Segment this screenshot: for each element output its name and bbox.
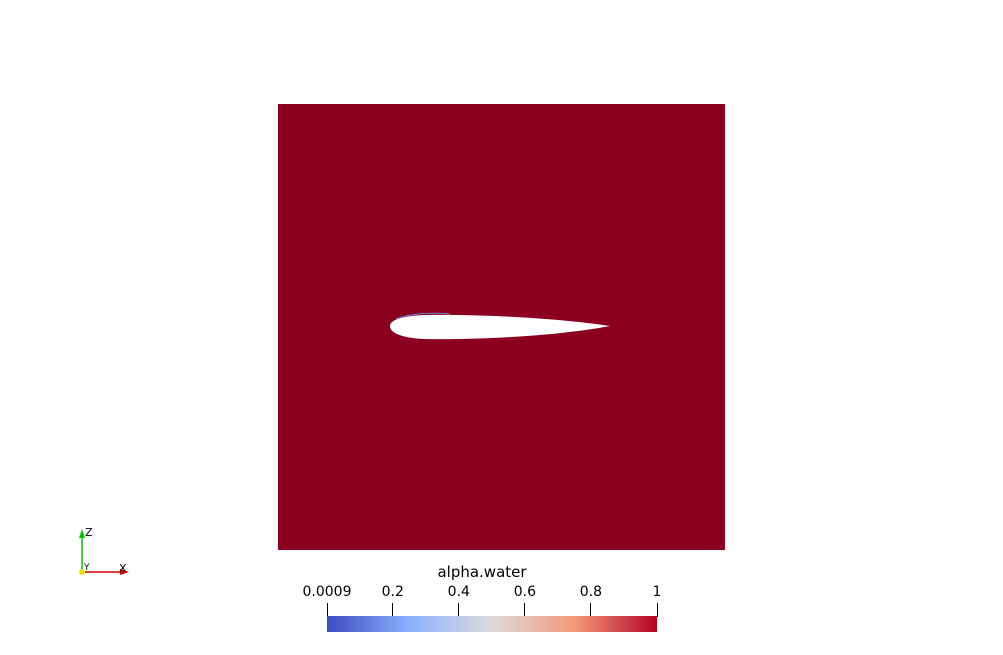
color-legend: alpha.water 0.0009 0.2 0.4 0.6 0.8 1 — [290, 563, 690, 633]
orientation-axes: Z Y X — [70, 524, 140, 584]
color-legend-tick-label: 0.8 — [579, 584, 603, 600]
z-axis-arrow — [79, 529, 85, 538]
color-legend-tick-mark — [656, 603, 658, 617]
color-legend-tick-label: 0.0009 — [302, 584, 352, 600]
color-legend-tick-mark — [590, 603, 592, 617]
color-legend-bar — [327, 616, 657, 632]
y-axis-point — [79, 569, 85, 575]
x-axis-label: X — [119, 562, 127, 575]
color-legend-tick-mark — [458, 603, 460, 617]
y-axis-label: Y — [84, 563, 90, 573]
color-legend-tick-mark — [326, 603, 328, 617]
color-legend-tick-label: 0.6 — [513, 584, 537, 600]
color-legend-tick-label: 0.2 — [381, 584, 404, 600]
color-legend-title: alpha.water — [437, 563, 527, 581]
color-legend-tick-label: 0.4 — [447, 584, 470, 600]
x-axis-arrow — [120, 569, 129, 575]
airfoil-shape — [390, 314, 610, 340]
interface-contour — [395, 312, 451, 320]
color-legend-tick-label: 1 — [652, 584, 662, 600]
z-axis-label: Z — [85, 526, 93, 539]
domain-field — [278, 104, 725, 550]
simulation-domain — [278, 104, 725, 550]
color-legend-tick-mark — [392, 603, 394, 617]
axes-glyph — [79, 529, 129, 575]
color-legend-tick-mark — [524, 603, 526, 617]
